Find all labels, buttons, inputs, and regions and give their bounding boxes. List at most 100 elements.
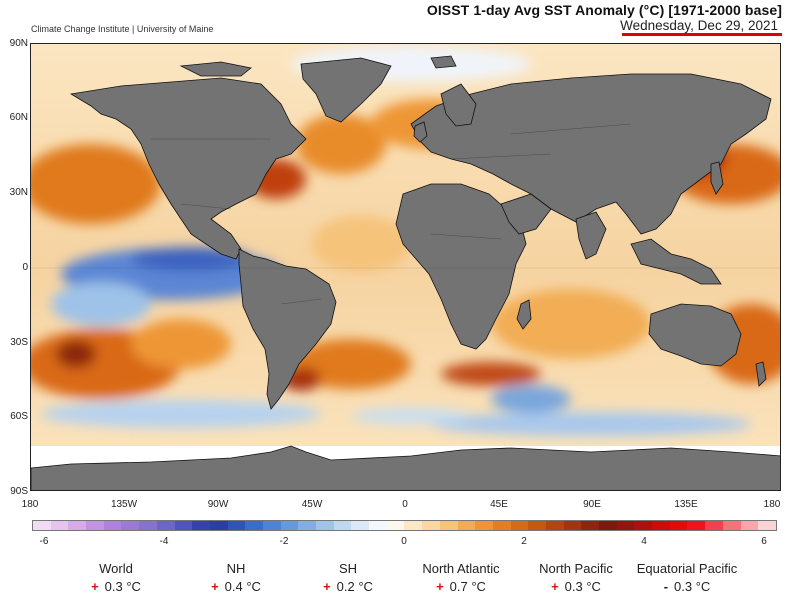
lon-label-180e: 180 [763,499,781,510]
japan [710,161,724,195]
source-credit: Climate Change Institute | University of… [31,24,214,34]
greenland [300,57,392,123]
colorbar-cell [121,521,140,530]
colorbar-cell [68,521,87,530]
sst-anomaly-map [30,43,781,491]
colorbar-cell [333,521,352,530]
colorbar-cell [545,521,564,530]
colorbar-cell [50,521,69,530]
colorbar-tick-neg6: -6 [39,536,49,547]
map-date: Wednesday, Dec 29, 2021 [620,18,778,33]
antarctica [31,445,780,490]
colorbar-cell [510,521,529,530]
stat-value: 0.4 °C [224,579,261,594]
stat-region-name: North Pacific [539,561,613,576]
colorbar-cell [174,521,193,530]
india [575,211,607,260]
arabia [500,193,552,235]
stat-region-name: World [99,561,133,576]
lat-label-90n: 90N [9,38,28,49]
stat-region-name: NH [226,561,246,576]
colorbar-cell [262,521,281,530]
colorbar-cell [192,521,210,530]
colorbar-cell [386,521,405,530]
colorbar-cell [369,521,387,530]
colorbar-cell [139,521,157,530]
stat-world: World +0.3 °C [51,561,181,594]
colorbar-tick-2: 2 [521,536,527,547]
stat-sign: + [211,579,219,594]
borders [151,123,632,305]
date-underline [622,33,782,36]
colorbar-cell [599,521,617,530]
colorbar-cell [581,521,599,530]
colorbar-cell [245,521,263,530]
stat-value: 0.2 °C [336,579,373,594]
lat-label-60s: 60S [10,411,28,422]
scandinavia [440,83,477,127]
lon-label-90w: 90W [207,499,229,510]
madagascar [516,299,532,330]
colorbar-cell [404,521,423,530]
stat-sign: + [436,579,444,594]
colorbar-cell [722,521,741,530]
colorbar-cell [298,521,316,530]
lat-label-60n: 60N [9,112,28,123]
stat-north-atlantic: North Atlantic +0.7 °C [396,561,526,594]
north-america [69,77,307,260]
stat-sign: + [551,579,559,594]
lat-label-30n: 30N [9,187,28,198]
colorbar-cell [457,521,476,530]
stat-sh: SH +0.2 °C [283,561,413,594]
lon-label-45w: 45W [301,499,323,510]
colorbar-cell [616,521,635,530]
svalbard [430,55,457,69]
stat-value: 0.3 °C [674,579,711,594]
colorbar-cell [563,521,582,530]
colorbar-cell [351,521,370,530]
stat-value: 0.3 °C [104,579,141,594]
colorbar-tick-0: 0 [401,536,407,547]
lon-label-135e: 135E [674,499,698,510]
stat-value: 0.7 °C [449,579,486,594]
arctic-islands [179,61,252,77]
stat-sign: - [663,579,669,594]
colorbar-cell [492,521,511,530]
lon-label-0: 0 [402,499,408,510]
colorbar-cell [156,521,175,530]
landmasses [69,55,772,410]
colorbar-cell [280,521,299,530]
stat-value: 0.3 °C [564,579,601,594]
colorbar-cell [86,521,104,530]
colorbar-cell [103,521,122,530]
colorbar-cell [740,521,759,530]
stat-sign: + [91,579,99,594]
new-zealand [755,361,767,387]
lon-label-45e: 45E [490,499,508,510]
colorbar-cell [669,521,688,530]
stat-region-name: SH [338,561,358,576]
colorbar-cell [687,521,706,530]
stat-sign: + [323,579,331,594]
lon-label-135w: 135W [110,499,138,510]
southeast-asia [630,238,722,285]
colorbar-cell [758,521,776,530]
lon-label-90e: 90E [583,499,601,510]
colorbar-cell [652,521,670,530]
colorbar-cell [227,521,246,530]
colorbar-cell [209,521,228,530]
colorbar-cell [528,521,546,530]
colorbar-tick-6: 6 [761,536,767,547]
stat-equatorial-pacific: Equatorial Pacific -0.3 °C [622,561,752,594]
colorbar-cell [439,521,458,530]
colorbar-cell [634,521,653,530]
africa [395,183,527,350]
south-america [238,248,337,410]
stat-region-name: Equatorial Pacific [636,561,738,576]
colorbar-cell [422,521,440,530]
lat-label-90s: 90S [10,486,28,497]
british-isles [413,121,428,143]
colorbar-tick-neg2: -2 [279,536,289,547]
stat-nh: NH +0.4 °C [171,561,301,594]
lat-label-0: 0 [22,262,28,273]
